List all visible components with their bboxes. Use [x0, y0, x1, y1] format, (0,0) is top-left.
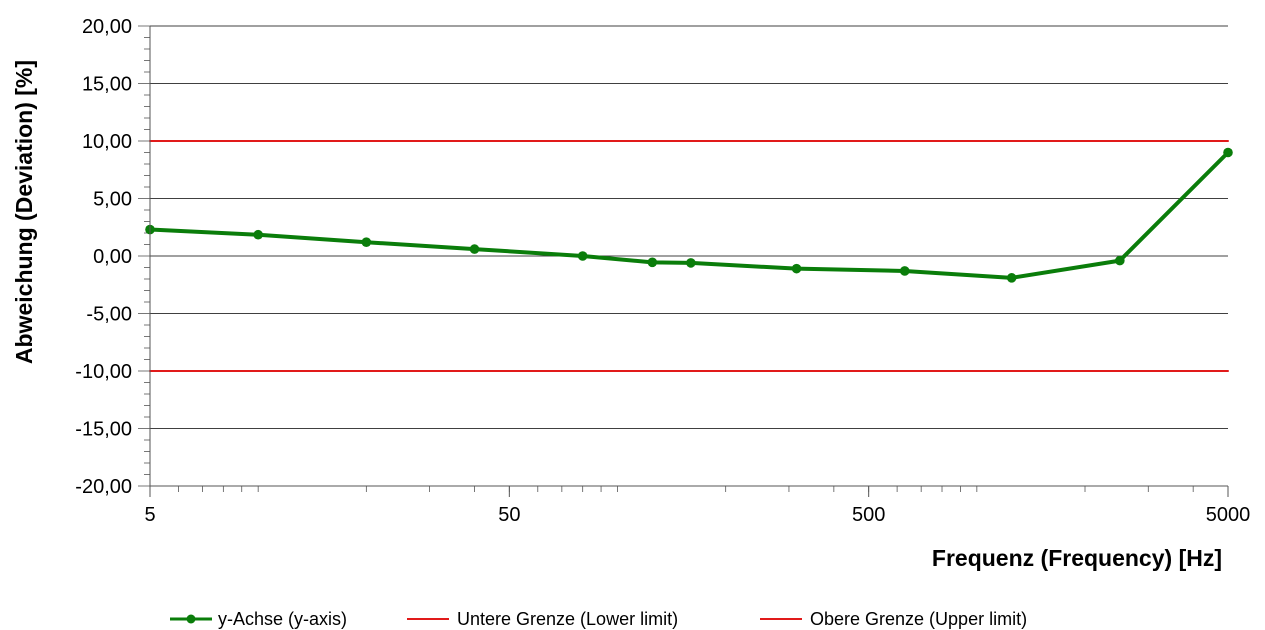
data-point: [899, 266, 910, 276]
legend-label: y-Achse (y-axis): [218, 609, 347, 629]
minor-ticks: [138, 25, 1229, 497]
y-tick-label: 15,00: [82, 74, 132, 96]
legend-label: Obere Grenze (Upper limit): [810, 609, 1027, 629]
data-point: [1006, 273, 1017, 283]
data-point: [647, 257, 658, 268]
data-point: [469, 244, 480, 254]
data-point: [791, 263, 802, 274]
x-tick-labels: 5 50 500 5000: [144, 504, 1250, 526]
series-line: [148, 150, 1230, 280]
data-point: [361, 237, 372, 247]
grid-lines: [150, 25, 1228, 487]
y-tick-label: -5,00: [86, 304, 132, 326]
data-point: [1115, 255, 1125, 266]
x-tick-label: 500: [852, 504, 885, 526]
limit-lines: [149, 140, 1229, 372]
data-point: [253, 229, 263, 240]
y-tick-label: 5,00: [93, 189, 132, 211]
y-tick-label: 0,00: [93, 246, 132, 268]
y-axis-title: Abweichung (Deviation) [%]: [11, 60, 37, 364]
y-tick-label: -15,00: [75, 419, 132, 441]
axes: [149, 26, 1228, 487]
data-point: [577, 251, 588, 261]
x-tick-label: 5: [144, 504, 155, 526]
y-tick-labels: 20,00 15,00 10,00 5,00 0,00 -5,00 -10,00 -15,00…: [75, 16, 132, 498]
x-axis-title: Frequenz (Frequency) [Hz]: [932, 545, 1222, 571]
x-tick-label: 5000: [1206, 504, 1251, 526]
y-tick-label: 20,00: [82, 16, 132, 38]
legend-marker: [186, 614, 196, 624]
legend-item: Untere Grenze (Lower limit): [407, 609, 678, 629]
y-tick-label: -10,00: [75, 361, 132, 383]
legend-item: y-Achse (y-axis): [170, 609, 347, 629]
data-point: [686, 258, 696, 268]
y-tick-label: 10,00: [82, 131, 132, 153]
legend-label: Untere Grenze (Lower limit): [457, 609, 678, 629]
x-tick-label: 50: [498, 504, 520, 526]
data-point: [1223, 147, 1233, 158]
legend: y-Achse (y-axis) Untere Grenze (Lower lim…: [170, 609, 1027, 629]
y-tick-label: -20,00: [75, 476, 132, 498]
legend-item: Obere Grenze (Upper limit): [760, 609, 1027, 629]
data-series: [145, 147, 1233, 283]
